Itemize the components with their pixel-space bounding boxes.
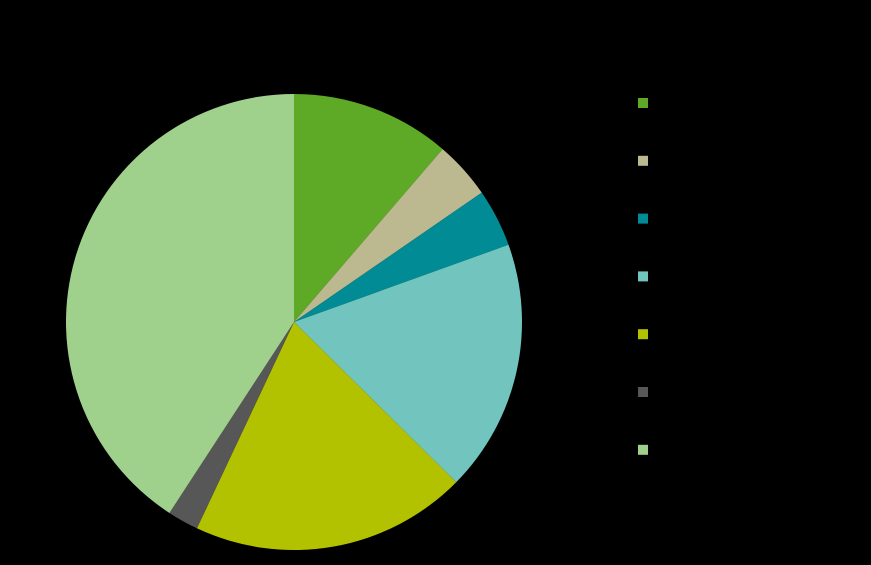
legend-marker [638,98,648,108]
legend-marker [638,155,648,166]
pie-slice [294,244,522,483]
legend-marker [638,387,648,397]
pie-slice [196,322,457,550]
pie-slice [294,94,443,322]
legend-marker [638,213,648,224]
legend-marker [638,329,648,340]
pie-slice [65,94,294,513]
legend-marker [638,444,648,455]
pie-slice [294,149,482,322]
pie-slice [169,322,294,529]
pie-slice [294,192,509,322]
legend-marker [638,271,648,282]
